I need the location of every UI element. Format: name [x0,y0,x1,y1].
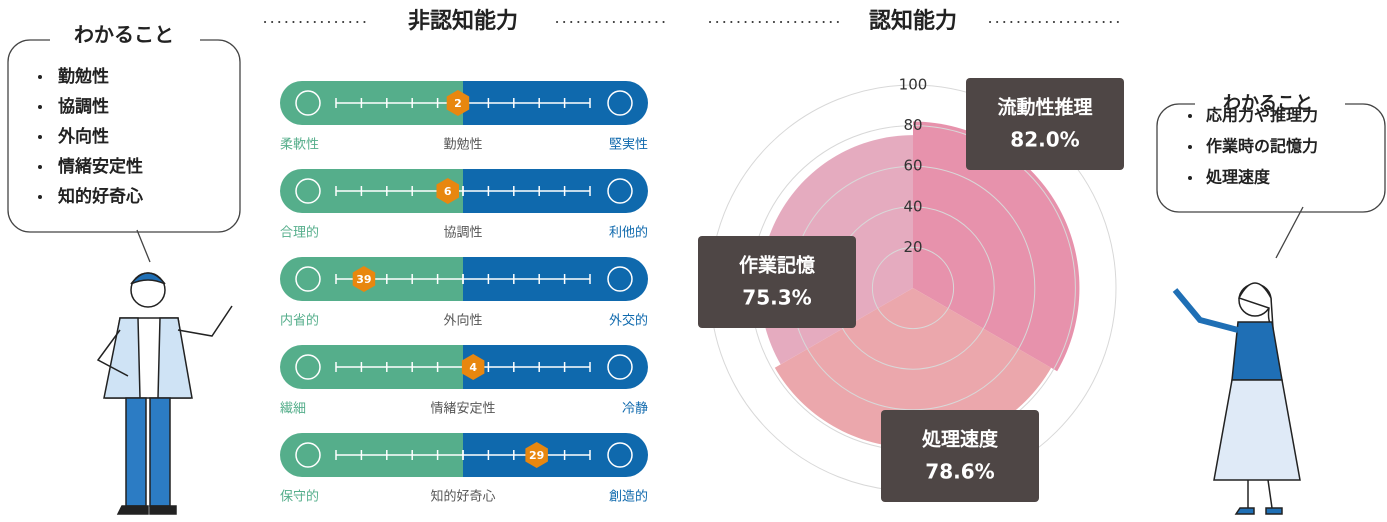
value-label: 75.3% [742,286,811,310]
marker-label: 2 [454,97,462,110]
slider-center-label: 知的好奇心 [430,489,495,505]
slider-center-label: 外向性 [443,313,482,329]
category-label: 流動性推理 [997,96,1092,119]
slider-left-label: 内省的 [280,313,319,329]
bullet [1188,176,1192,180]
slider-center-label: 協調性 [443,226,482,241]
bullet [38,195,42,199]
panel-item: 勤勉性 [58,66,109,87]
panel-item: 知的好奇心 [57,186,143,207]
value-label: 82.0% [1010,128,1079,152]
bullet [38,105,42,109]
panel-item: 外向性 [57,126,109,147]
marker-label: 6 [444,185,452,198]
marker-label: 4 [469,361,477,374]
value-box [698,236,856,328]
category-label: 処理速度 [922,428,999,451]
value-box [966,78,1124,170]
slider-center-label: 勤勉性 [443,138,482,153]
slider-right-label: 外交的 [609,313,648,329]
marker-label: 29 [529,449,544,462]
slider-left-label: 合理的 [280,225,319,241]
value-label: 78.6% [925,460,994,484]
panel-title: わかること [74,23,174,47]
slider-left-label: 柔軟性 [280,137,319,153]
section-title: 非認知能力 [408,8,518,34]
category-label: 作業記憶 [739,254,815,277]
page: わかること わかること 非認知能力 認知能力 勤勉性協調性外向性情緒安定性知的好… [0,0,1387,522]
section-title: 認知能力 [869,8,957,34]
panel-item: 処理速度 [1206,168,1271,187]
r-tick-label: 80 [903,116,922,134]
panel-item: 情緒安定性 [58,156,143,177]
r-tick-label: 60 [903,157,922,175]
person-illustration [98,273,232,514]
bullet [1188,114,1192,118]
slider-left-label: 繊細 [280,401,306,417]
slider-right-label: 利他的 [609,225,648,241]
bullet [1188,145,1192,149]
value-box [881,410,1039,502]
r-tick-label: 20 [903,238,922,256]
bubble-tail [1276,207,1303,258]
panel-item: 作業時の記憶力 [1206,137,1318,156]
person-illustration [1175,283,1300,514]
slider-right-label: 冷静 [622,402,648,417]
bullet [38,165,42,169]
bubble-tail [137,230,150,262]
slider-right-label: 創造的 [609,489,648,505]
panel-item: 協調性 [58,96,109,117]
slider-left-label: 保守的 [280,489,319,505]
r-tick-label: 40 [903,197,922,215]
slider-center-label: 情緒安定性 [430,402,495,417]
marker-label: 39 [356,273,371,286]
bullet [38,75,42,79]
slider-right-label: 堅実性 [609,137,648,153]
panel-item: 応用力や推理力 [1206,106,1318,125]
r-tick-label: 100 [899,76,928,94]
bullet [38,135,42,139]
